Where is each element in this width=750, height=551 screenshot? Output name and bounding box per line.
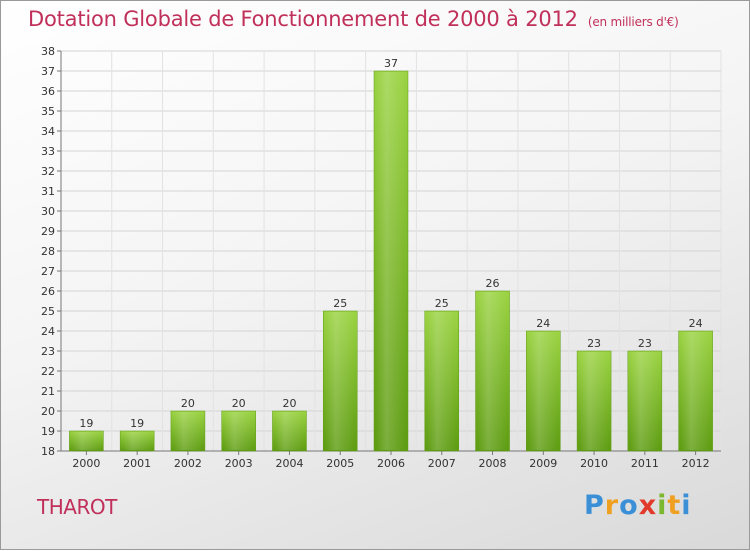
y-tick-label: 28 — [41, 245, 55, 258]
value-label-2012: 24 — [689, 317, 703, 330]
y-tick-label: 36 — [41, 85, 55, 98]
x-tick-label-2010: 2010 — [580, 457, 608, 470]
x-tick-label-2011: 2011 — [631, 457, 659, 470]
value-label-2005: 25 — [333, 297, 347, 310]
y-tick-label: 30 — [41, 205, 55, 218]
y-tick-label: 33 — [41, 145, 55, 158]
y-tick-label: 27 — [41, 265, 55, 278]
y-tick-label: 24 — [41, 325, 55, 338]
y-tick-label: 31 — [41, 185, 55, 198]
x-tick-label-2006: 2006 — [377, 457, 405, 470]
value-label-2010: 23 — [587, 337, 601, 350]
bar-highlight-2001 — [122, 432, 153, 450]
x-tick-label-2001: 2001 — [123, 457, 151, 470]
y-tick-label: 26 — [41, 285, 55, 298]
bar-highlight-2008 — [477, 292, 508, 450]
y-tick-label: 34 — [41, 125, 55, 138]
proxiti-logo: Proxiti — [584, 490, 692, 521]
value-label-2004: 20 — [282, 397, 296, 410]
x-tick-label-2003: 2003 — [225, 457, 253, 470]
y-tick-label: 21 — [41, 385, 55, 398]
value-label-2007: 25 — [435, 297, 449, 310]
labels: 18 19 20 21 22 23 24 25 26 27 28 29 30 31 32 33 34 35 36 37… — [41, 45, 710, 470]
value-label-2008: 26 — [486, 277, 500, 290]
value-label-2011: 23 — [638, 337, 652, 350]
bar-highlight-2000 — [71, 432, 102, 450]
value-label-2009: 24 — [536, 317, 550, 330]
y-tick-label: 22 — [41, 365, 55, 378]
y-tick-label: 23 — [41, 345, 55, 358]
bar-highlight-2002 — [172, 412, 203, 450]
chart-title: Dotation Globale de Fonctionnement de 20… — [28, 7, 679, 31]
y-tick-label: 29 — [41, 225, 55, 238]
x-tick-label-2009: 2009 — [529, 457, 557, 470]
x-tick-label-2000: 2000 — [72, 457, 100, 470]
bars — [69, 70, 713, 452]
y-tick-label: 19 — [41, 425, 55, 438]
chart-units: (en milliers d'€) — [587, 15, 679, 29]
y-tick-label: 32 — [41, 165, 55, 178]
bar-highlight-2003 — [223, 412, 254, 450]
value-label-2002: 20 — [181, 397, 195, 410]
x-tick-label-2002: 2002 — [174, 457, 202, 470]
y-tick-label: 35 — [41, 105, 55, 118]
bar-highlight-2006 — [376, 72, 406, 450]
x-tick-label-2008: 2008 — [479, 457, 507, 470]
commune-name: THAROT — [37, 495, 117, 519]
value-label-2000: 19 — [79, 417, 93, 430]
y-tick-label: 18 — [41, 445, 55, 458]
bar-highlight-2004 — [274, 412, 305, 450]
x-tick-label-2005: 2005 — [326, 457, 354, 470]
value-label-2006: 37 — [384, 57, 398, 70]
bar-highlight-2012 — [680, 332, 711, 450]
y-tick-label: 38 — [41, 45, 55, 58]
bar-highlight-2005 — [325, 312, 356, 450]
value-label-2001: 19 — [130, 417, 144, 430]
value-label-2003: 20 — [232, 397, 246, 410]
bar-highlight-2009 — [528, 332, 559, 450]
y-tick-label: 25 — [41, 305, 55, 318]
x-tick-label-2012: 2012 — [682, 457, 710, 470]
x-tick-label-2004: 2004 — [275, 457, 303, 470]
x-tick-label-2007: 2007 — [428, 457, 456, 470]
y-tick-label: 37 — [41, 65, 55, 78]
bar-highlight-2007 — [426, 312, 457, 450]
chart-title-text: Dotation Globale de Fonctionnement de 20… — [28, 7, 578, 31]
y-tick-label: 20 — [41, 405, 55, 418]
bar-highlight-2011 — [629, 352, 660, 450]
bar-highlight-2010 — [579, 352, 610, 450]
